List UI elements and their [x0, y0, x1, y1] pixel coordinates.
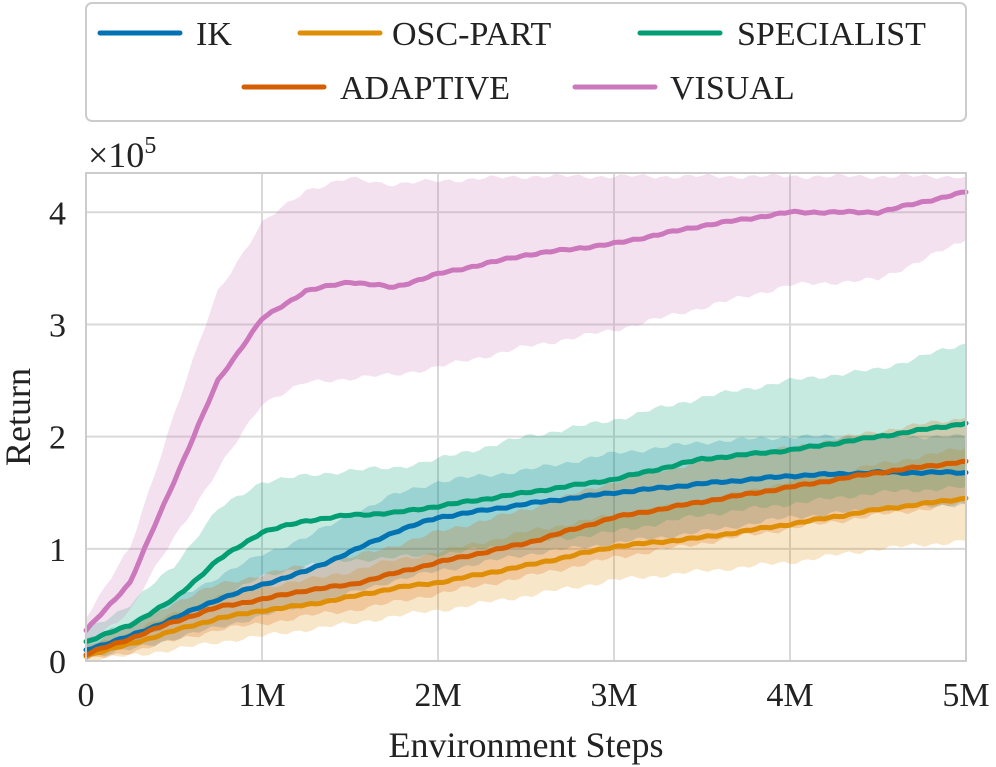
x-tick-3m: 3M: [590, 677, 637, 714]
x-tick-5m: 5M: [942, 677, 989, 714]
series-lines: [83, 189, 969, 659]
series-line-specialist: [83, 420, 969, 645]
y-scale-exponent: 5: [144, 133, 156, 159]
x-tick-4m: 4M: [766, 677, 813, 714]
y-tick-4: 4: [49, 195, 66, 232]
x-tick-1m: 1M: [238, 677, 285, 714]
x-axis-label: Environment Steps: [389, 725, 664, 765]
legend-label-osc-part: OSC-PART: [392, 16, 551, 53]
x-tick-2m: 2M: [414, 677, 461, 714]
legend-label-ik: IK: [196, 16, 232, 53]
y-tick-labels: 0 1 2 3 4: [49, 195, 66, 681]
y-tick-0: 0: [49, 644, 66, 681]
legend-entry-adaptive: ADAPTIVE: [241, 70, 510, 107]
legend: IK OSC-PART SPECIALIST ADAPTIVE VISUAL: [85, 2, 967, 122]
series-line-adaptive: [83, 458, 969, 658]
series-line-visual: [83, 189, 969, 633]
series-line-ik: [83, 469, 969, 653]
y-axis-label: Return: [0, 368, 38, 466]
x-tick-labels: 0 1M 2M 3M 4M 5M: [78, 677, 990, 714]
y-tick-1: 1: [49, 532, 66, 569]
confidence-bands: [86, 173, 966, 661]
band-osc-part: [86, 447, 966, 661]
band-specialist: [86, 343, 966, 653]
legend-entry-osc-part: OSC-PART: [297, 16, 551, 53]
y-tick-2: 2: [49, 420, 66, 457]
y-tick-3: 3: [49, 307, 66, 344]
legend-label-adaptive: ADAPTIVE: [340, 70, 510, 107]
plot-frame: [85, 172, 967, 662]
legend-entry-specialist: SPECIALIST: [637, 16, 926, 53]
y-scale-label: ×105: [88, 133, 156, 175]
legend-entry-ik: IK: [97, 16, 232, 53]
series-line-osc-part: [83, 495, 969, 659]
y-scale-base: ×10: [88, 135, 144, 175]
legend-label-specialist: SPECIALIST: [737, 16, 926, 53]
legend-label-visual: VISUAL: [670, 70, 795, 107]
x-tick-0: 0: [78, 677, 95, 714]
legend-entry-visual: VISUAL: [572, 70, 795, 107]
